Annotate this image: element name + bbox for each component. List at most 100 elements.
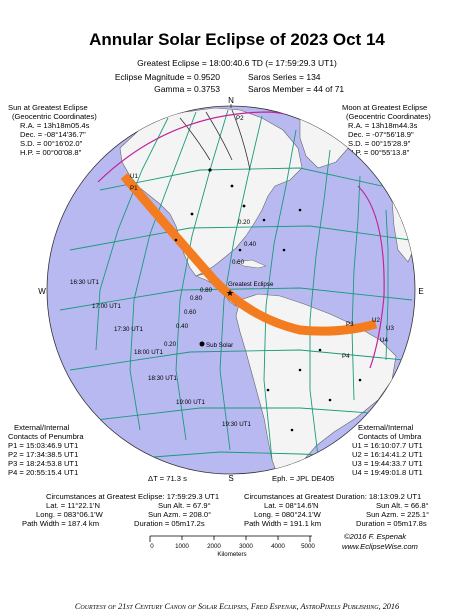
mag-label-4: 0.80: [200, 287, 213, 294]
caribbean-islands: [235, 259, 267, 269]
label-p1: P1: [130, 185, 138, 192]
moon-dec: Dec. = -07°56'18.9": [348, 130, 414, 139]
label-p4: P4: [342, 353, 350, 360]
eclipse-gamma: Gamma = 0.3753: [154, 84, 220, 94]
footer-credit: Courtesy of 21st Century Canon of Solar …: [74, 602, 400, 611]
moon-hp: H.P. = 00°55'13.8": [348, 148, 410, 157]
label-greatest-eclipse: Greatest Eclipse: [228, 281, 274, 288]
circ-duration-path-width: Path Width = 191.1 km: [244, 519, 322, 528]
penumbra-contacts-box: External/Internal Contacts of Penumbra P…: [8, 423, 84, 477]
label-u4: U4: [380, 337, 388, 344]
greatest-eclipse-marker: ★: [226, 288, 234, 298]
sun-hp: H.P. = 00°00'08.8": [20, 148, 82, 157]
ut-label-1930: 19:30 UT1: [222, 421, 251, 428]
penumbra-p3: P3 = 18:24:53.8 UT1: [8, 459, 79, 468]
compass-east: E: [418, 287, 423, 296]
penumbra-p4: P4 = 20:55:15.4 UT1: [8, 468, 79, 477]
umbra-u4: U4 = 19:49:01.8 UT1: [352, 468, 423, 477]
circumstances-greatest-eclipse: Circumstances at Greatest Eclipse: 17:59…: [20, 492, 230, 528]
umbra-u1: U1 = 16:10:07.7 UT1: [352, 441, 423, 450]
label-p2: P2: [236, 115, 244, 122]
circ-duration-sun-azm: Sun Azm. = 225.1°: [366, 510, 430, 519]
scale-tick-5000: 5000: [301, 543, 315, 550]
city-markers: [174, 168, 362, 432]
saros-series: Saros Series = 134: [248, 72, 321, 82]
eclipse-central-path: [120, 173, 378, 336]
mag-label-5: 0.80: [190, 295, 203, 302]
penumbra-subtitle: Contacts of Penumbra: [8, 432, 84, 441]
label-u3: U3: [386, 325, 394, 332]
sun-box-subtitle: (Geocentric Coordinates): [12, 112, 97, 121]
distance-scale-bar: 0 1000 2000 3000 4000 5000 Kilometers: [149, 535, 315, 558]
circ-duration-duration: Duration = 05m17.8s: [356, 519, 427, 528]
compass-south: S: [228, 474, 233, 483]
credit-author: ©2016 F. Espenak: [344, 532, 407, 541]
ut-label-1800: 18:00 UT1: [134, 349, 163, 356]
circ-greatest-duration: Duration = 05m17.2s: [134, 519, 205, 528]
mag-label-3: 0.60: [232, 259, 245, 266]
greatest-eclipse-time: Greatest Eclipse = 18:00:40.6 TD (= 17:5…: [137, 58, 337, 68]
sub-solar-marker: [199, 341, 205, 347]
scale-tick-3000: 3000: [239, 543, 253, 550]
page-title: Annular Solar Eclipse of 2023 Oct 14: [89, 30, 385, 49]
penumbra-limit-east: [357, 185, 385, 369]
umbra-subtitle: Contacts of Umbra: [358, 432, 422, 441]
mag-label-6: 0.60: [184, 309, 197, 316]
mag-label-1: 0.20: [238, 219, 251, 226]
sun-sd: S.D. = 00°16'02.0": [20, 139, 83, 148]
delta-t: ΔT = 71.3 s: [148, 474, 187, 483]
moon-ra: R.A. = 13h18m44.3s: [348, 121, 418, 130]
sun-box-title: Sun at Greatest Eclipse: [8, 103, 88, 112]
circ-duration-long: Long. = 080°24.1'W: [254, 510, 321, 519]
circ-duration-lat: Lat. = 08°14.6'N: [264, 501, 319, 510]
label-u1: U1: [130, 173, 138, 180]
label-sub-solar: Sub Solar: [206, 342, 233, 349]
circ-duration-sun-alt: Sun Alt. = 66.8°: [376, 501, 429, 510]
umbra-title: External/Internal: [358, 423, 414, 432]
circ-greatest-lat: Lat. = 11°22.1'N: [46, 501, 100, 510]
moon-box-title: Moon at Greatest Eclipse: [342, 103, 428, 112]
circ-greatest-title: Circumstances at Greatest Eclipse: 17:59…: [46, 492, 220, 501]
moon-coordinates-box: Moon at Greatest Eclipse (Geocentric Coo…: [342, 103, 431, 157]
time-curves: [179, 109, 251, 171]
sun-dec: Dec. = -08°14'36.7": [20, 130, 86, 139]
sun-ra: R.A. = 13h18m05.4s: [20, 121, 90, 130]
compass-west: W: [38, 287, 46, 296]
saros-member: Saros Member = 44 of 71: [248, 84, 345, 94]
ut-label-1700: 17:00 UT1: [92, 303, 121, 310]
umbra-u3: U3 = 19:44:33.7 UT1: [352, 459, 423, 468]
circ-duration-title: Circumstances at Greatest Duration: 18:1…: [244, 492, 422, 501]
eclipse-magnitude: Eclipse Magnitude = 0.9520: [114, 72, 220, 82]
label-p3: P3: [346, 321, 354, 328]
penumbra-p2: P2 = 17:34:38.5 UT1: [8, 450, 79, 459]
label-u2: U2: [372, 317, 380, 324]
ut-label-1900: 19:00 UT1: [176, 399, 205, 406]
ut-label-1830: 18:30 UT1: [148, 375, 177, 382]
ut-label-1630: 16:30 UT1: [70, 279, 99, 286]
magnitude-grid: [59, 109, 413, 461]
scale-unit: Kilometers: [217, 551, 246, 558]
circ-greatest-sun-azm: Sun Azm. = 208.0°: [148, 510, 212, 519]
compass-north: N: [228, 96, 234, 105]
scale-tick-1000: 1000: [175, 543, 189, 550]
ephemeris: Eph. = JPL DE405: [272, 474, 335, 483]
circ-greatest-sun-alt: Sun Alt. = 67.9°: [158, 501, 211, 510]
moon-sd: S.D. = 00°15'28.9": [348, 139, 411, 148]
moon-box-subtitle: (Geocentric Coordinates): [346, 112, 431, 121]
umbra-u2: U2 = 16:14:41.2 UT1: [352, 450, 423, 459]
mag-label-7: 0.40: [176, 323, 189, 330]
ut-label-1730: 17:30 UT1: [114, 326, 143, 333]
mag-label-8: 0.20: [164, 341, 177, 348]
mag-label-2: 0.40: [244, 241, 257, 248]
sun-coordinates-box: Sun at Greatest Eclipse (Geocentric Coor…: [8, 103, 97, 157]
scale-tick-2000: 2000: [207, 543, 221, 550]
penumbra-title: External/Internal: [14, 423, 70, 432]
penumbra-p1: P1 = 15:03:46.9 UT1: [8, 441, 79, 450]
scale-tick-4000: 4000: [271, 543, 285, 550]
umbra-contacts-box: External/Internal Contacts of Umbra U1 =…: [352, 423, 423, 477]
circumstances-greatest-duration: Circumstances at Greatest Duration: 18:1…: [244, 492, 470, 528]
scale-tick-0: 0: [150, 543, 154, 550]
south-america-landmass: [235, 293, 397, 474]
circ-greatest-long: Long. = 083°06.1'W: [36, 510, 103, 519]
